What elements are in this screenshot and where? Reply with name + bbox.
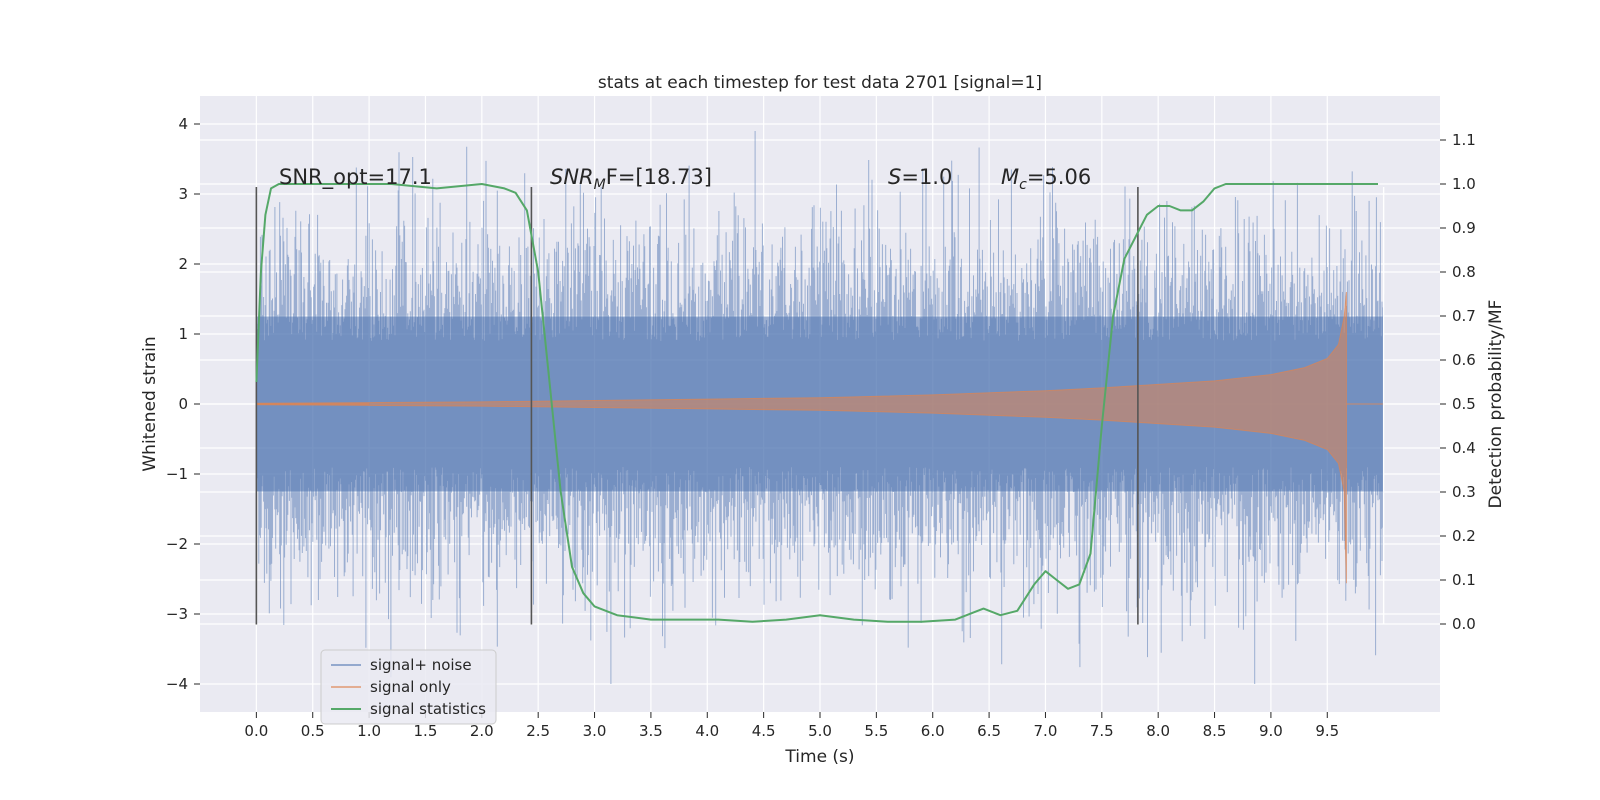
x-tick-label-1: 0.5 [301, 722, 325, 740]
x-tick-label-8: 4.0 [695, 722, 719, 740]
x-tick-label-9: 4.5 [752, 722, 776, 740]
y-tick-label-2: −2 [166, 535, 188, 553]
y-tick-label-8: 4 [178, 115, 188, 133]
yr-tick-label-1: 0.1 [1452, 571, 1476, 589]
annotation-snr-mf-sub: M [594, 177, 606, 193]
annotation-snr-opt: SNR_opt=17.1 [279, 165, 432, 190]
x-tick-label-11: 5.5 [864, 722, 888, 740]
yr-tick-label-10: 1.0 [1452, 175, 1476, 193]
y-tick-label-3: −1 [166, 465, 188, 483]
x-tick-label-3: 1.5 [414, 722, 438, 740]
legend-label-signal-noise: signal+ noise [370, 656, 472, 674]
yr-tick-label-8: 0.8 [1452, 263, 1476, 281]
annotation-snr-mf-value: F=[18.73] [606, 165, 712, 189]
yr-tick-label-9: 0.9 [1452, 219, 1476, 237]
yr-tick-label-3: 0.3 [1452, 483, 1476, 501]
y-tick-label-7: 3 [178, 185, 188, 203]
annotation-s-value: =1.0 [901, 165, 952, 189]
yr-tick-label-5: 0.5 [1452, 395, 1476, 413]
y-axis-label-right: Detection probability/MF [1486, 300, 1506, 509]
x-tick-label-7: 3.5 [639, 722, 663, 740]
annotation-mc-value: =5.06 [1027, 165, 1091, 189]
annotation-s-symbol: S [888, 165, 901, 189]
annotation-mc-sub: c [1019, 177, 1027, 193]
x-tick-label-0: 0.0 [244, 722, 268, 740]
x-tick-label-14: 7.0 [1034, 722, 1058, 740]
x-tick-label-15: 7.5 [1090, 722, 1114, 740]
x-tick-label-6: 3.0 [583, 722, 607, 740]
vertical-markers [255, 187, 1385, 625]
y-tick-label-1: −3 [166, 605, 188, 623]
x-tick-label-5: 2.5 [526, 722, 550, 740]
x-tick-label-2: 1.0 [357, 722, 381, 740]
legend-label-signal-statistics: signal statistics [370, 700, 486, 718]
annotation-s: S=1.0 [888, 165, 952, 189]
y-tick-label-5: 1 [178, 325, 188, 343]
y-axis-ticks-right: 0.0 0.1 0.2 0.3 0.4 0.5 0.6 0.7 0.8 0.9 1.0 1.1 [1440, 131, 1476, 633]
annotation-mc: Mc=5.06 [1001, 165, 1091, 193]
x-tick-label-17: 8.5 [1203, 722, 1227, 740]
y-tick-label-0: −4 [166, 675, 188, 693]
annotation-mc-symbol: M [1001, 165, 1019, 189]
x-axis-ticks: 0.0 0.5 1.0 1.5 2.0 2.5 3.0 3.5 4.0 4.5 5.0 5.5 6.0 6… [244, 712, 1339, 740]
y-tick-label-6: 2 [178, 255, 188, 273]
chirp-envelope [255, 291, 1347, 584]
x-axis-label: Time (s) [784, 747, 854, 767]
annotation-snr-mf-base: SNR [550, 165, 594, 189]
statistics-line [255, 183, 1378, 623]
x-tick-label-18: 9.0 [1259, 722, 1283, 740]
yr-tick-label-7: 0.7 [1452, 307, 1476, 325]
x-tick-label-16: 8.0 [1146, 722, 1170, 740]
x-tick-label-13: 6.5 [977, 722, 1001, 740]
x-tick-label-4: 2.0 [470, 722, 494, 740]
x-tick-label-12: 6.0 [921, 722, 945, 740]
series-signal-only [255, 291, 1384, 584]
x-tick-label-19: 9.5 [1315, 722, 1339, 740]
legend-frame [320, 649, 497, 725]
yr-tick-label-11: 1.1 [1452, 131, 1476, 149]
annotations: SNR_opt=17.1 SNRMF=[18.73] S=1.0 Mc=5.06 [279, 165, 1091, 193]
annotation-snr-mf: SNRMF=[18.73] [550, 165, 712, 193]
y-axis-ticks-left: −4 −3 −2 −1 0 1 2 3 4 [166, 115, 200, 693]
yr-tick-label-4: 0.4 [1452, 439, 1476, 457]
legend-label-signal-only: signal only [370, 678, 451, 696]
yr-tick-label-6: 0.6 [1452, 351, 1476, 369]
chart-title: stats at each timestep for test data 270… [598, 73, 1042, 93]
y-axis-label-left: Whitened strain [140, 336, 160, 471]
yr-tick-label-0: 0.0 [1452, 615, 1476, 633]
x-tick-label-10: 5.0 [808, 722, 832, 740]
legend: signal+ noise signal only signal statist… [320, 649, 497, 725]
yr-tick-label-2: 0.2 [1452, 527, 1476, 545]
y-tick-label-4: 0 [178, 395, 188, 413]
series-signal-statistics [255, 183, 1378, 623]
